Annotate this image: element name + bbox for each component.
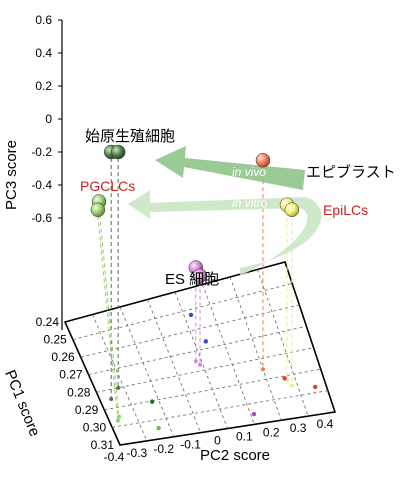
pc2-tick-label: 0: [214, 434, 221, 448]
label-epilc: EpiLCs: [323, 202, 368, 218]
pc2-tick-label: -0.4: [104, 450, 125, 464]
pc1-tick-label: 0.30: [83, 420, 107, 434]
drop-lines: [97, 158, 293, 421]
data-sphere-4-1: [192, 268, 208, 283]
pc2-tick-label: 0.2: [263, 425, 280, 439]
floor-grid-line: [202, 284, 255, 425]
pc1-tick-label: 0.27: [59, 368, 83, 382]
pc3-axis-label: PC3 score: [3, 140, 20, 210]
pc2-tick-label: 0.1: [236, 429, 253, 443]
floor-grid-line: [88, 325, 307, 376]
floor-grid-line: [147, 299, 201, 433]
floor-grid-line: [119, 306, 175, 437]
floor-dot: [282, 376, 287, 381]
floor-grid-line: [112, 390, 328, 428]
floor-grid-line: [96, 347, 314, 393]
label-es-cell: ES 細胞: [165, 271, 219, 288]
floor-grid-line: [229, 276, 282, 421]
pc3-tick-label: -0.6: [31, 211, 52, 225]
arrow-in-vitro: [128, 190, 322, 276]
data-sphere-1-1: [90, 202, 106, 217]
floor-grid-line: [257, 269, 309, 417]
floor-grid-line: [104, 368, 321, 411]
floor-grid-line: [80, 304, 300, 358]
data-spheres: [90, 144, 300, 283]
pc3-tick-label: 0.6: [35, 13, 52, 27]
arrow-in-vivo: [155, 146, 305, 190]
pc2-tick-label: -0.2: [153, 442, 174, 456]
pc1-tick-label: 0.28: [67, 385, 91, 399]
floor-dot: [156, 425, 161, 431]
label-pgclc: PGCLCs: [80, 178, 135, 194]
pc1-tick-label: 0.24: [36, 315, 60, 329]
floor-projection-point: [116, 385, 121, 390]
drop-line: [98, 207, 120, 417]
pc3-tick-label: 0.4: [35, 46, 52, 60]
floor-dot: [203, 339, 209, 344]
pc2-tick-label: -0.3: [127, 446, 148, 460]
data-sphere-2-0: [255, 153, 271, 168]
pc2-ticks: -0.4 -0.3 -0.2 -0.1 0 0.1 0.2 0.3 0.4: [104, 417, 334, 464]
floor-dot: [251, 411, 257, 417]
floor-projection-point: [198, 362, 203, 367]
pc3-tick-label: 0.2: [35, 79, 52, 93]
floor-outline: [63, 261, 337, 446]
pc3-tick-label: -0.2: [31, 145, 52, 159]
pc1-tick-label: 0.26: [51, 350, 75, 364]
pc1-tick-label: 0.31: [91, 438, 115, 452]
pc2-tick-label: 0.3: [290, 421, 307, 435]
pc1-tick-label: 0.25: [43, 333, 67, 347]
label-epiblast: エピブラスト: [306, 163, 396, 181]
pc1-ticks: 0.24 0.25 0.26 0.27 0.28 0.29 0.30 0.31: [36, 315, 115, 452]
pc1-tick-label: 0.29: [75, 403, 99, 417]
label-in-vitro: in vitro: [232, 196, 268, 210]
floor-grid-line: [92, 314, 148, 442]
floor-projection-point: [260, 367, 265, 372]
pc2-axis-label: PC2 score: [200, 447, 270, 464]
floor-dot: [150, 399, 155, 404]
pc3-tick-label: -0.4: [31, 178, 52, 192]
floor-dot: [188, 312, 194, 318]
pc3-ticks: 0.6 0.4 0.2 0 -0.2 -0.4 -0.6: [31, 13, 62, 225]
floor-projection-point: [109, 396, 114, 401]
data-sphere-0-1: [110, 144, 126, 160]
floor-points: [109, 312, 318, 431]
floor-dot: [313, 384, 318, 390]
drop-line: [97, 215, 119, 421]
pc2-tick-label: -0.1: [180, 438, 201, 452]
pc1-axis-label: PC1 score: [1, 368, 43, 439]
label-pgc: 始原生殖細胞: [85, 128, 175, 145]
label-in-vivo: in vivo: [232, 165, 266, 179]
floor-grid-line: [174, 291, 228, 429]
pc3-tick-label: 0: [45, 112, 52, 126]
pc2-tick-label: 0.4: [317, 417, 334, 431]
data-sphere-3-1: [284, 202, 300, 217]
